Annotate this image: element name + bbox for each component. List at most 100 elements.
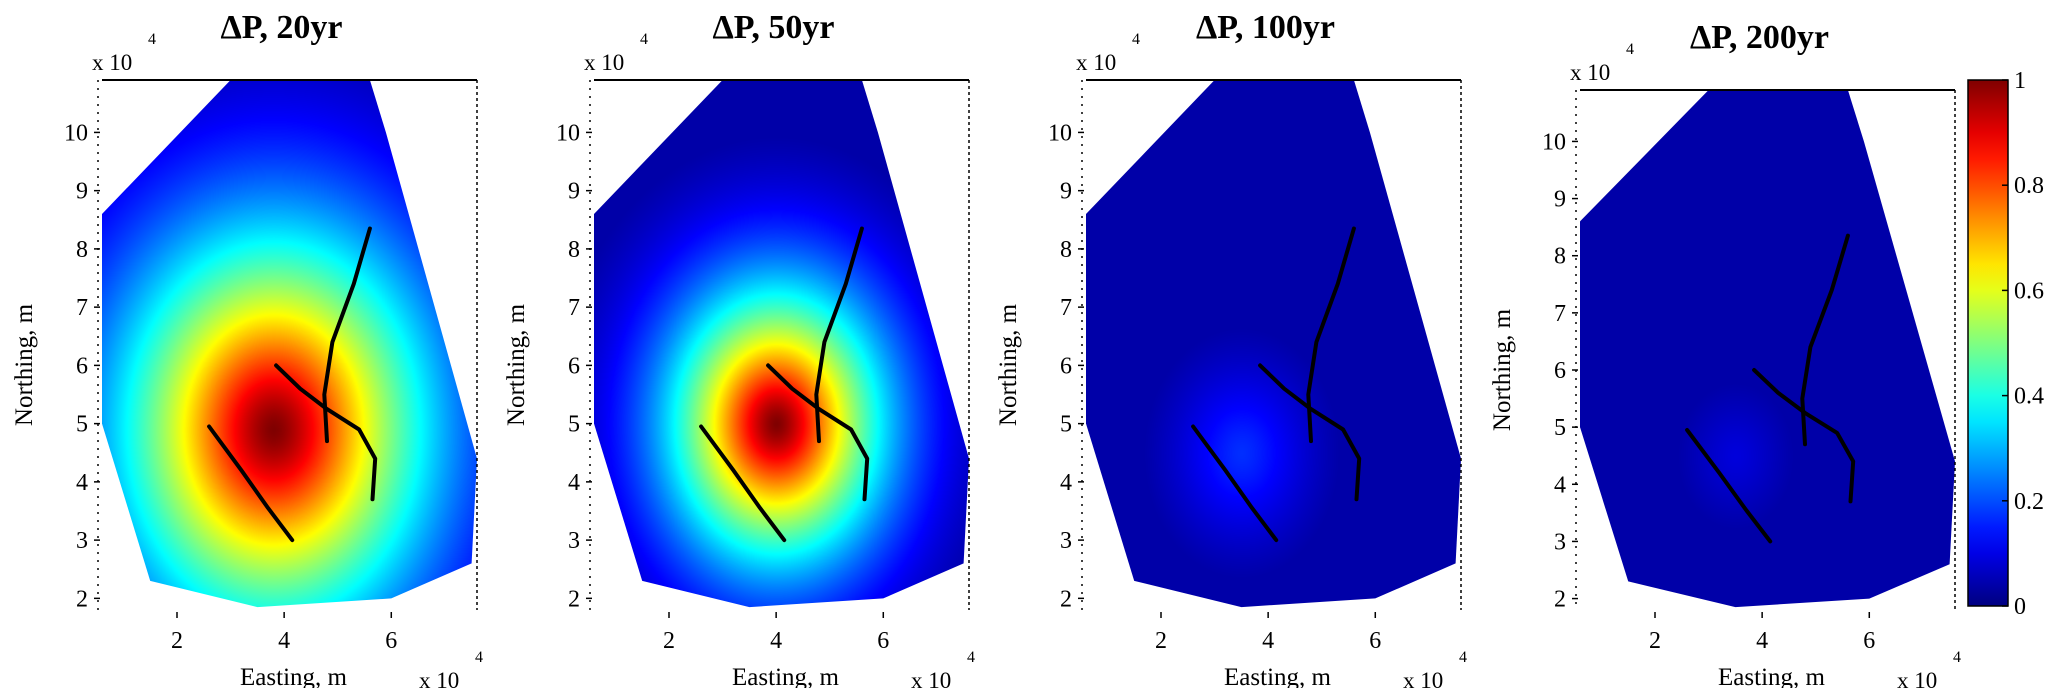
y-tick-label: 8	[1060, 237, 1072, 263]
y-tick-label: 8	[1554, 244, 1566, 270]
fault-line-2	[274, 363, 378, 502]
y-tick-label: 4	[1060, 470, 1072, 496]
panel-2: 2 3 4 5 6 7 8 9 10 2 4 6 ΔP, 50yr x 10 4 x 10 4 Easting, …	[503, 9, 975, 688]
colorbar-tick-label: 0.4	[2014, 384, 2044, 410]
x-multiplier-exponent: 4	[1459, 649, 1467, 666]
colorbar-tick-label: 1	[2014, 68, 2026, 94]
y-multiplier-exponent: 4	[1132, 31, 1140, 48]
y-tick-label: 7	[1554, 301, 1566, 327]
y-tick-label: 3	[1554, 529, 1566, 555]
panel-1: 2 3 4 5 6 7 8 9 10 2 4 6 ΔP, 20yr x 10 4 x 10 4 Easting, …	[11, 9, 483, 688]
y-multiplier: x 10	[92, 50, 132, 75]
y-tick-label: 5	[1554, 415, 1566, 441]
y-tick-label: 9	[1060, 179, 1072, 205]
y-axis-label: Northing, m	[995, 303, 1022, 426]
y-tick-label: 2	[1060, 586, 1072, 612]
pressure-field	[594, 80, 969, 608]
fault-line-3	[1191, 424, 1279, 543]
x-tick-label: 6	[385, 628, 397, 654]
colorbar-tick-label: 0.2	[2014, 489, 2044, 515]
y-tick-label: 2	[568, 586, 580, 612]
y-tick-label: 2	[76, 586, 88, 612]
panel-3: 2 3 4 5 6 7 8 9 10 2 4 6 ΔP, 100yr x 10 4 x 10 4 Easting,…	[995, 9, 1467, 688]
colorbar-bar	[1967, 79, 2009, 607]
panel-title: ΔP, 50yr	[712, 9, 834, 46]
x-tick-label: 2	[1649, 628, 1661, 654]
fault-line-3	[207, 424, 295, 543]
y-multiplier-exponent: 4	[640, 31, 648, 48]
heatmap-panels: 2 3 4 5 6 7 8 9 10 2 4 6 ΔP, 20yr x 10 4 x 10 4 Easting, …	[11, 9, 1961, 688]
y-tick-label: 10	[1542, 129, 1566, 155]
colorbar-tick-label: 0	[2014, 594, 2026, 620]
y-tick-label: 6	[76, 353, 88, 379]
y-tick-label: 5	[1060, 412, 1072, 438]
fault-line-2	[1258, 363, 1362, 502]
y-tick-label: 6	[568, 353, 580, 379]
colorbar-tick-label: 0.6	[2014, 278, 2044, 304]
y-tick-label: 4	[76, 470, 88, 496]
y-tick-label: 7	[76, 295, 88, 321]
x-tick-label: 4	[1756, 628, 1768, 654]
x-multiplier-exponent: 4	[967, 649, 975, 666]
y-tick-label: 6	[1554, 358, 1566, 384]
panel-4: 2 3 4 5 6 7 8 9 10 2 4 6 ΔP, 200yr x 10 4 x 10 4 Easting,…	[1489, 19, 1961, 688]
x-tick-label: 4	[1262, 628, 1274, 654]
y-tick-label: 3	[76, 528, 88, 554]
y-tick-label: 5	[568, 412, 580, 438]
y-tick-label: 7	[1060, 295, 1072, 321]
x-axis-label: Easting, m	[1224, 664, 1331, 688]
fault-line-2	[766, 363, 870, 502]
y-multiplier-exponent: 4	[1626, 41, 1634, 58]
x-axis-label: Easting, m	[240, 664, 347, 688]
colorbar: 0 0.2 0.4 0.6 0.8 1	[1967, 68, 2044, 620]
x-tick-label: 4	[770, 628, 782, 654]
pressure-field	[1086, 80, 1461, 608]
x-tick-label: 6	[877, 628, 889, 654]
y-tick-label: 4	[568, 470, 580, 496]
fault-line-2	[1752, 368, 1856, 504]
x-tick-label: 4	[278, 628, 290, 654]
y-multiplier: x 10	[1076, 50, 1116, 75]
x-tick-label: 6	[1863, 628, 1875, 654]
fault-line-3	[1685, 428, 1773, 544]
y-axis-label: Northing, m	[503, 303, 530, 426]
y-axis-label: Northing, m	[11, 303, 38, 426]
x-tick-label: 2	[1155, 628, 1167, 654]
y-tick-label: 2	[1554, 587, 1566, 613]
y-tick-label: 10	[64, 120, 88, 146]
y-tick-label: 3	[568, 528, 580, 554]
x-tick-label: 2	[171, 628, 183, 654]
x-multiplier: x 10	[1403, 668, 1443, 688]
pressure-field	[102, 80, 477, 608]
y-tick-label: 8	[568, 237, 580, 263]
panel-title: ΔP, 200yr	[1690, 19, 1829, 56]
y-axis-label: Northing, m	[1489, 308, 1516, 431]
y-tick-label: 7	[568, 295, 580, 321]
x-multiplier: x 10	[1897, 668, 1937, 688]
y-tick-label: 9	[1554, 187, 1566, 213]
y-tick-label: 3	[1060, 528, 1072, 554]
x-tick-label: 6	[1369, 628, 1381, 654]
x-axis-label: Easting, m	[732, 664, 839, 688]
x-multiplier-exponent: 4	[475, 649, 483, 666]
x-axis-label: Easting, m	[1718, 664, 1825, 688]
fault-line-3	[699, 424, 787, 543]
pressure-field	[1580, 90, 1955, 608]
y-multiplier: x 10	[1570, 60, 1610, 85]
y-tick-label: 8	[76, 237, 88, 263]
x-multiplier: x 10	[419, 668, 459, 688]
x-multiplier: x 10	[911, 668, 951, 688]
x-tick-label: 2	[663, 628, 675, 654]
x-multiplier-exponent: 4	[1953, 649, 1961, 666]
y-tick-label: 10	[1048, 120, 1072, 146]
y-tick-label: 4	[1554, 472, 1566, 498]
panel-title: ΔP, 100yr	[1196, 9, 1335, 46]
y-multiplier-exponent: 4	[148, 31, 156, 48]
panel-title: ΔP, 20yr	[220, 9, 342, 46]
y-tick-label: 9	[76, 179, 88, 205]
y-tick-label: 5	[76, 412, 88, 438]
colorbar-tick-label: 0.8	[2014, 173, 2044, 199]
y-tick-label: 9	[568, 179, 580, 205]
y-tick-label: 6	[1060, 353, 1072, 379]
